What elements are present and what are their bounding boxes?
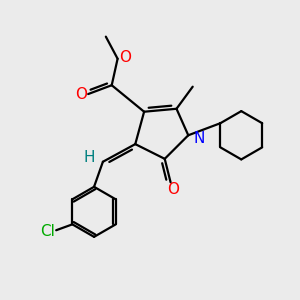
Text: N: N — [194, 131, 205, 146]
Text: O: O — [75, 87, 87, 102]
Text: O: O — [168, 182, 180, 197]
Text: H: H — [84, 150, 95, 165]
Text: Cl: Cl — [40, 224, 55, 239]
Text: O: O — [119, 50, 131, 65]
